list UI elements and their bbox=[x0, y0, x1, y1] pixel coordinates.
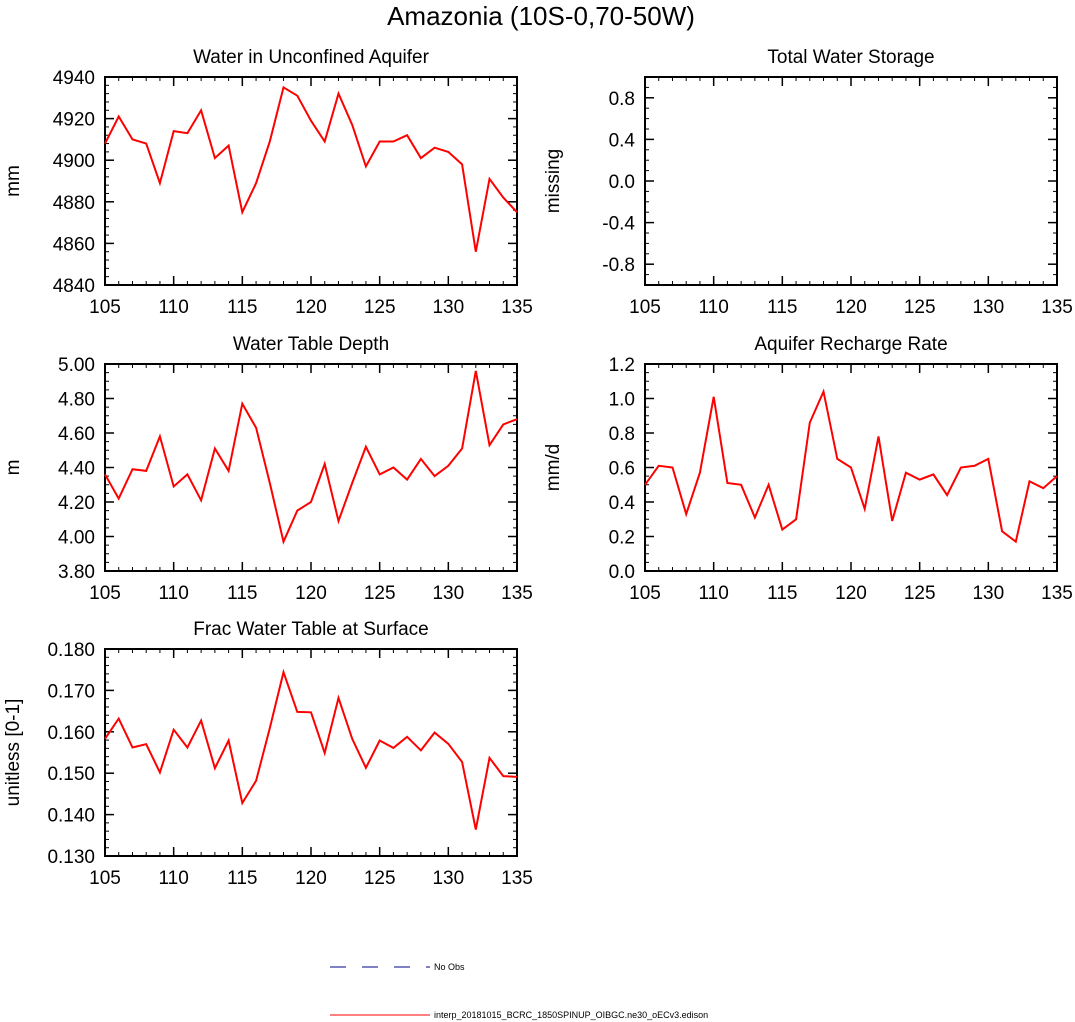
x-tick-label: 105 bbox=[629, 297, 661, 318]
panel-5: Frac Water Table at Surface 105 110 115 120 1… bbox=[3, 619, 533, 889]
y-tick-label: 4.40 bbox=[58, 459, 95, 480]
y-axis-label: unitless [0-1] bbox=[3, 699, 24, 807]
x-tick-label: 110 bbox=[699, 297, 729, 318]
series-line bbox=[104, 85, 518, 252]
y-axis-label: mm bbox=[3, 165, 24, 197]
panel-title: Aquifer Recharge Rate bbox=[754, 334, 947, 355]
y-tick-label: 0.4 bbox=[609, 493, 636, 514]
y-tick-label: -0.4 bbox=[602, 214, 635, 235]
x-tick-label: 120 bbox=[295, 297, 327, 318]
y-tick-label: 4940 bbox=[53, 68, 95, 89]
y-tick-label: 0.0 bbox=[609, 562, 635, 583]
y-tick-label: 0.160 bbox=[47, 723, 95, 744]
x-tick-label: 115 bbox=[767, 297, 797, 318]
x-tick-label: 110 bbox=[159, 868, 189, 889]
series-line bbox=[104, 370, 518, 545]
y-tick-label: 0.6 bbox=[609, 459, 635, 480]
x-tick-label: 125 bbox=[904, 297, 936, 318]
x-tick-label: 120 bbox=[835, 297, 867, 318]
x-tick-label: 130 bbox=[432, 583, 464, 604]
y-tick-label: 0.140 bbox=[47, 806, 95, 827]
panel-title: Water in Unconfined Aquifer bbox=[193, 47, 430, 68]
x-tick-label: 115 bbox=[767, 583, 797, 604]
x-tick-label: 105 bbox=[629, 583, 661, 604]
plot-frame bbox=[644, 76, 1058, 286]
panel-title: Water Table Depth bbox=[233, 334, 389, 355]
plot-frame bbox=[104, 363, 518, 572]
x-tick-label: 125 bbox=[364, 297, 396, 318]
x-tick-label: 115 bbox=[227, 297, 257, 318]
x-tick-label: 120 bbox=[295, 868, 327, 889]
y-tick-label: 0.8 bbox=[609, 89, 635, 110]
y-tick-label: 4840 bbox=[53, 276, 95, 297]
y-tick-label: 1.2 bbox=[609, 355, 635, 376]
x-tick-label: 135 bbox=[1041, 583, 1073, 604]
y-tick-label: 0.130 bbox=[47, 847, 95, 868]
x-tick-label: 135 bbox=[501, 583, 533, 604]
x-tick-label: 105 bbox=[89, 583, 121, 604]
y-tick-label: 4.00 bbox=[58, 528, 95, 549]
y-tick-label: 4.80 bbox=[58, 390, 95, 411]
panels-group: Water in Unconfined Aquifer 105 110 115 120 1… bbox=[3, 47, 1073, 889]
y-tick-label: 4.60 bbox=[58, 424, 95, 445]
x-tick-label: 120 bbox=[295, 583, 327, 604]
series-line bbox=[644, 388, 1058, 544]
y-tick-label: 1.0 bbox=[609, 390, 635, 411]
y-tick-label: 3.80 bbox=[58, 562, 95, 583]
x-tick-label: 130 bbox=[972, 583, 1004, 604]
y-tick-label: 0.8 bbox=[609, 424, 635, 445]
x-tick-label: 130 bbox=[972, 297, 1004, 318]
figure-title: Amazonia (10S-0,70-50W) bbox=[387, 1, 695, 31]
y-axis-label: missing bbox=[543, 149, 564, 213]
x-tick-label: 130 bbox=[432, 297, 464, 318]
x-tick-label: 130 bbox=[432, 868, 464, 889]
x-tick-label: 135 bbox=[501, 297, 533, 318]
y-axis-label: mm/d bbox=[543, 444, 564, 492]
x-tick-label: 125 bbox=[904, 583, 936, 604]
y-tick-label: 0.2 bbox=[609, 528, 635, 549]
y-tick-label: -0.8 bbox=[602, 255, 635, 276]
series-line bbox=[104, 668, 518, 830]
panel-2: Total Water Storage 105 110 115 120 125 130 135… bbox=[543, 47, 1073, 318]
legend-label-model: interp_20181015_BCRC_1850SPINUP_OIBGC.ne… bbox=[434, 1010, 708, 1020]
y-tick-label: 4.20 bbox=[58, 493, 95, 514]
x-tick-label: 110 bbox=[159, 297, 189, 318]
y-axis-label: m bbox=[3, 460, 24, 476]
y-tick-label: 4860 bbox=[53, 234, 95, 255]
y-tick-label: 0.4 bbox=[609, 130, 636, 151]
x-tick-label: 105 bbox=[89, 297, 121, 318]
panel-4: Aquifer Recharge Rate 105 110 115 120 125 130 1… bbox=[543, 334, 1073, 604]
plot-frame bbox=[104, 76, 518, 286]
y-tick-label: 0.170 bbox=[47, 681, 95, 702]
legend-label-no-obs: No Obs bbox=[434, 962, 465, 972]
x-tick-label: 110 bbox=[159, 583, 189, 604]
x-tick-label: 115 bbox=[227, 583, 257, 604]
y-tick-label: 4920 bbox=[53, 110, 95, 131]
x-tick-label: 115 bbox=[227, 868, 257, 889]
y-tick-label: 5.00 bbox=[58, 355, 95, 376]
panel-1: Water in Unconfined Aquifer 105 110 115 120 1… bbox=[3, 47, 533, 318]
y-tick-label: 4880 bbox=[53, 193, 95, 214]
x-tick-label: 110 bbox=[699, 583, 729, 604]
x-tick-label: 125 bbox=[364, 868, 396, 889]
x-tick-label: 105 bbox=[89, 868, 121, 889]
y-tick-label: 0.150 bbox=[47, 764, 95, 785]
x-tick-label: 120 bbox=[835, 583, 867, 604]
panel-3: Water Table Depth 105 110 115 120 125 130 135 3.… bbox=[3, 334, 533, 604]
x-tick-label: 135 bbox=[501, 868, 533, 889]
panel-title: Frac Water Table at Surface bbox=[193, 619, 429, 640]
x-tick-label: 135 bbox=[1041, 297, 1073, 318]
y-tick-label: 4900 bbox=[53, 151, 95, 172]
legend: No Obs interp_20181015_BCRC_1850SPINUP_O… bbox=[330, 962, 708, 1020]
x-tick-label: 125 bbox=[364, 583, 396, 604]
panel-title: Total Water Storage bbox=[767, 47, 934, 68]
y-tick-label: 0.0 bbox=[609, 172, 635, 193]
y-tick-label: 0.180 bbox=[47, 640, 95, 661]
